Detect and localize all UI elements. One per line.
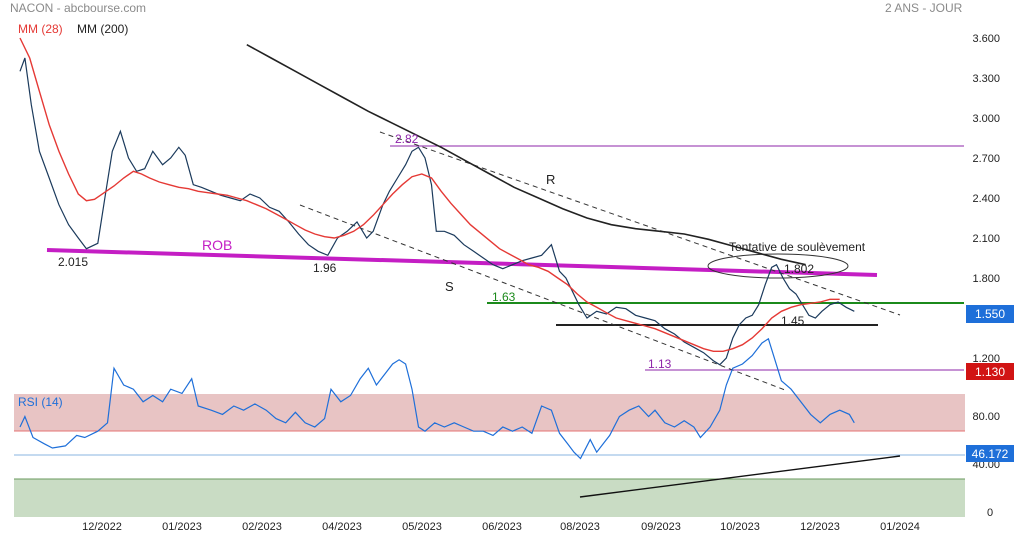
y-tick-label: 1.800 (972, 273, 1000, 285)
x-tick-label: 09/2023 (641, 521, 681, 533)
rsi-oversold-zone (14, 479, 965, 517)
soulevement-ellipse (707, 253, 849, 279)
label-2015: 2.015 (58, 255, 88, 269)
support-price-label: 1.130 (975, 365, 1005, 379)
label-282: 2.82 (395, 132, 419, 146)
rsi-value-badge (966, 445, 1014, 462)
label-rob: ROB (202, 237, 232, 253)
ma28-line (19, 37, 840, 352)
legend-ma28: MM (28) (18, 22, 63, 36)
last-price-badge (966, 305, 1014, 323)
rsi-tick-label: 80.00 (972, 411, 1000, 423)
label-r: R (546, 172, 555, 187)
label-1802: 1.802 (784, 262, 814, 276)
x-tick-label: 04/2023 (322, 521, 362, 533)
label-tentative: Tentative de soulèvement (729, 240, 866, 254)
x-tick-label: 10/2023 (720, 521, 760, 533)
label-113: 1.13 (648, 357, 672, 371)
rsi-title: RSI (14) (18, 395, 63, 409)
y-tick-label: 3.600 (972, 33, 1000, 45)
s-trendline (299, 204, 786, 391)
ma200-line (246, 43, 806, 266)
label-s: S (445, 279, 454, 294)
label-196: 1.96 (313, 261, 337, 275)
rsi-support-trendline (579, 455, 901, 498)
x-tick-label: 08/2023 (560, 521, 600, 533)
x-tick-label: 12/2023 (800, 521, 840, 533)
last-price-label: 1.550 (975, 307, 1005, 321)
x-tick-label: 05/2023 (402, 521, 442, 533)
label-163: 1.63 (492, 290, 516, 304)
rsi-tick-label: 0 (987, 507, 993, 519)
label-145: 1.45 (781, 314, 805, 328)
x-tick-label: 12/2022 (82, 521, 122, 533)
x-tick-label: 06/2023 (482, 521, 522, 533)
y-tick-label: 2.700 (972, 153, 1000, 165)
r-trendline (379, 131, 901, 316)
rsi-value-label: 46.172 (972, 447, 1009, 461)
x-tick-label: 01/2023 (162, 521, 202, 533)
chart-source: NACON - abcbourse.com (10, 1, 147, 15)
price-line (19, 57, 855, 366)
legend-ma200: MM (200) (77, 22, 129, 36)
y-tick-label: 3.300 (972, 73, 1000, 85)
y-tick-label: 2.100 (972, 233, 1000, 245)
rsi-overbought-zone (14, 394, 965, 431)
x-tick-label: 01/2024 (880, 521, 920, 533)
chart-period: 2 ANS - JOUR (885, 1, 963, 15)
x-tick-label: 02/2023 (242, 521, 282, 533)
y-tick-label: 2.400 (972, 193, 1000, 205)
chart-layer: 3.6003.3003.0002.7002.4002.1001.8001.500… (18, 33, 1014, 533)
rob-trendline (46, 248, 878, 277)
rsi-line (19, 337, 855, 460)
support-badge (966, 363, 1014, 380)
y-tick-label: 1.200 (972, 353, 1000, 365)
y-tick-label: 3.000 (972, 113, 1000, 125)
